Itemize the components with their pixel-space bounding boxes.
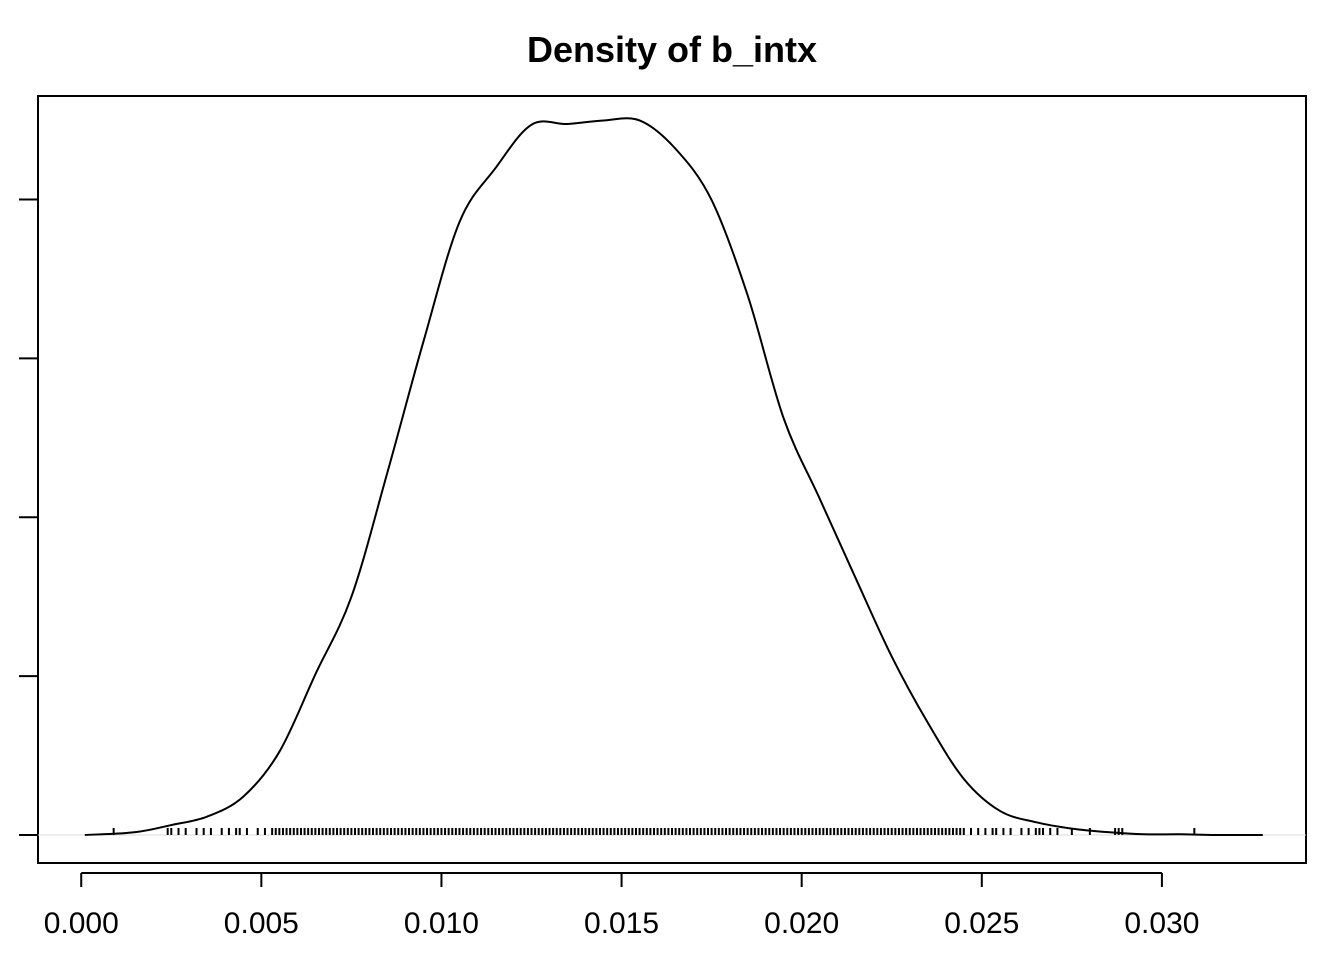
- chart-title: Density of b_intx: [527, 29, 817, 70]
- plot-frame: [37, 95, 1307, 864]
- density-curve: [84, 117, 1263, 837]
- x-tick-label-6: 0.030: [1124, 907, 1199, 940]
- x-tick-label-4: 0.020: [764, 907, 839, 940]
- x-tick-label-3: 0.015: [584, 907, 659, 940]
- y-axis: [19, 198, 38, 836]
- x-tick-label-5: 0.025: [944, 907, 1019, 940]
- x-tick-label-2: 0.010: [404, 907, 479, 940]
- rug-marks: [112, 828, 1196, 835]
- x-tick-label-0: 0.000: [44, 907, 119, 940]
- x-tick-label-1: 0.005: [224, 907, 299, 940]
- x-axis: 0.000 0.005 0.010 0.015 0.020 0.025 0.030: [44, 872, 1199, 940]
